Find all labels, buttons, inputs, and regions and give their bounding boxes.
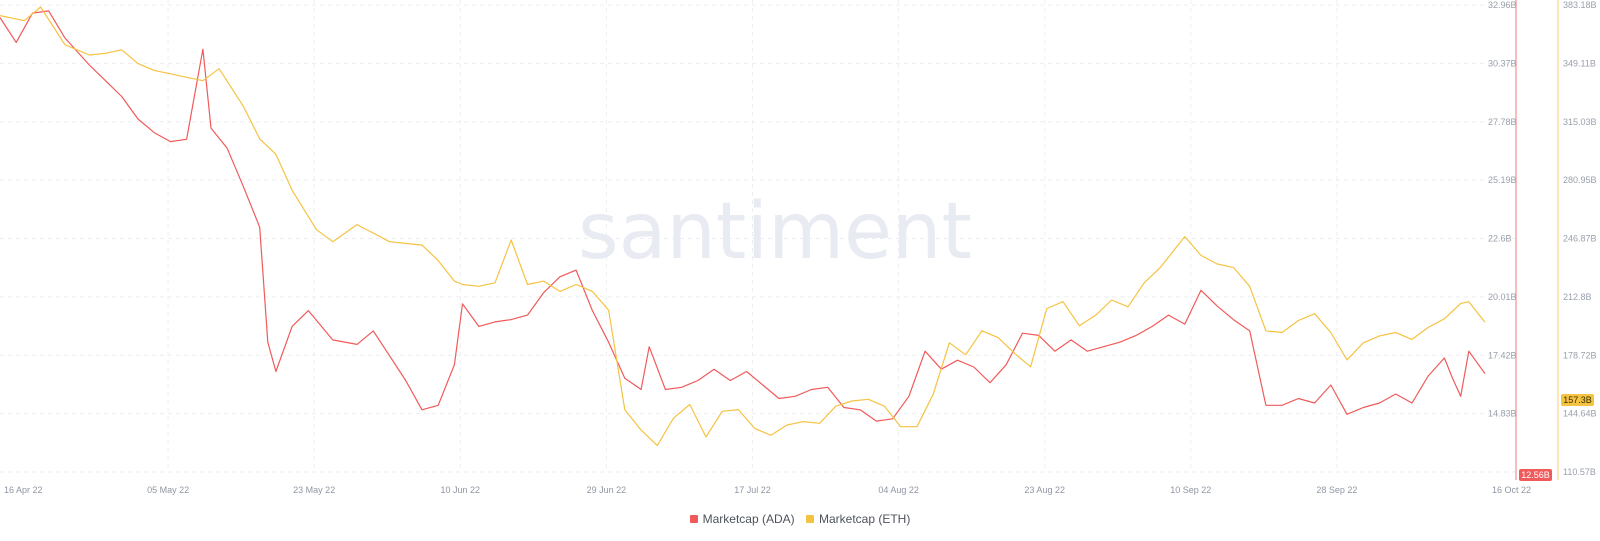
x-tick-label: 23 Aug 22 — [1024, 485, 1065, 495]
series-line-eth — [0, 6, 1486, 447]
y-tick-label-eth: 280.95B — [1563, 175, 1597, 185]
watermark: santiment — [578, 187, 972, 277]
y-tick-label-ada: 14.83B — [1488, 409, 1517, 419]
y-axis-eth: 383.18B 349.11B 315.03B 280.95B 246.87B 212.8… — [1563, 0, 1597, 477]
y-tick-label-ada: 30.37B — [1488, 58, 1517, 68]
y-tick-label-eth: 110.57B — [1563, 467, 1596, 477]
x-tick-label: 10 Sep 22 — [1170, 485, 1211, 495]
y-tick-label-eth: 383.18B — [1563, 0, 1597, 10]
x-tick-label: 05 May 22 — [147, 485, 189, 495]
grid-lines — [0, 0, 1516, 473]
y-tick-label-eth: 315.03B — [1563, 117, 1597, 127]
legend-swatch-eth — [806, 515, 814, 523]
y-tick-label-ada: 25.19B — [1488, 175, 1517, 185]
y-tick-label-ada: 17.42B — [1488, 350, 1517, 360]
legend-item-ada[interactable]: Marketcap (ADA) — [689, 512, 795, 526]
badge-ada-label: 12.56B — [1521, 470, 1550, 480]
y-axis-ada: 32.96B 30.37B 27.78B 25.19B 22.6B 20.01B 17.42… — [1488, 0, 1517, 419]
y-tick-label-eth: 178.72B — [1563, 350, 1597, 360]
x-axis: 16 Apr 22 05 May 22 23 May 22 10 Jun 22 29 J… — [4, 485, 1531, 495]
value-badges: 12.56B 157.3B — [1519, 394, 1594, 481]
legend-item-eth[interactable]: Marketcap (ETH) — [806, 512, 910, 526]
x-tick-label: 23 May 22 — [293, 485, 335, 495]
series-lines — [0, 6, 1486, 447]
x-tick-label: 04 Aug 22 — [878, 485, 919, 495]
badge-eth-label: 157.3B — [1563, 395, 1592, 405]
legend-label-ada: Marketcap (ADA) — [702, 512, 795, 526]
y-tick-label-eth: 212.8B — [1563, 292, 1592, 302]
y-tick-label-ada: 22.6B — [1488, 234, 1512, 244]
badge-ada — [1519, 469, 1552, 481]
x-tick-label: 17 Jul 22 — [734, 485, 771, 495]
chart-svg: santiment 16 Apr 22 05 May 22 23 May 22 10 … — [0, 0, 1597, 495]
badge-eth — [1561, 394, 1594, 406]
series-line-ada — [0, 10, 1486, 422]
x-tick-label: 10 Jun 22 — [441, 485, 481, 495]
legend-swatch-ada — [689, 515, 698, 523]
x-tick-label: 16 Oct 22 — [1492, 485, 1531, 495]
x-tick-label: 28 Sep 22 — [1316, 485, 1357, 495]
y-tick-label-eth: 246.87B — [1563, 234, 1597, 244]
legend-label-eth: Marketcap (ETH) — [819, 512, 911, 526]
y-tick-label-ada: 20.01B — [1488, 292, 1517, 302]
x-tick-label: 29 Jun 22 — [587, 485, 627, 495]
y-tick-label-eth: 144.64B — [1563, 409, 1597, 419]
y-tick-label-ada: 32.96B — [1488, 0, 1517, 10]
y-tick-label-ada: 27.78B — [1488, 117, 1517, 127]
x-tick-label: 16 Apr 22 — [4, 485, 43, 495]
legend: Marketcap (ADA) Marketcap (ETH) — [0, 512, 1600, 526]
y-tick-label-eth: 349.11B — [1563, 58, 1596, 68]
